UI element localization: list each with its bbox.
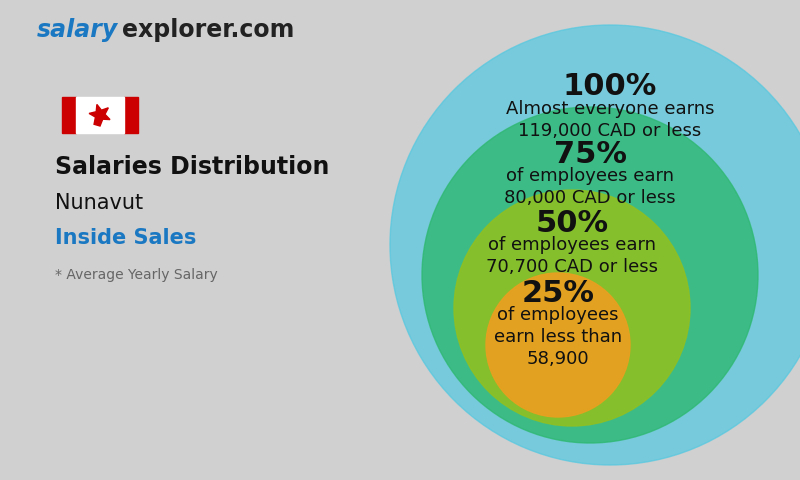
Text: 50%: 50% [535,208,609,238]
Text: of employees: of employees [498,306,618,324]
Text: Salaries Distribution: Salaries Distribution [55,155,330,179]
Text: 80,000 CAD or less: 80,000 CAD or less [504,189,676,207]
Text: Almost everyone earns: Almost everyone earns [506,100,714,118]
Circle shape [454,190,690,426]
Text: 100%: 100% [563,72,657,101]
Circle shape [486,273,630,417]
Circle shape [390,25,800,465]
Text: earn less than: earn less than [494,328,622,346]
Bar [76,97,124,133]
Text: of employees earn: of employees earn [488,236,656,254]
Text: 58,900: 58,900 [526,350,590,368]
Text: 25%: 25% [522,279,594,308]
Text: of employees earn: of employees earn [506,167,674,185]
Text: Nunavut: Nunavut [55,193,143,213]
Text: * Average Yearly Salary: * Average Yearly Salary [55,268,218,282]
Bar [124,97,138,133]
Text: 75%: 75% [554,140,626,168]
Text: 70,700 CAD or less: 70,700 CAD or less [486,258,658,276]
Polygon shape [89,105,110,126]
Circle shape [422,107,758,443]
Bar [62,97,76,133]
Text: 119,000 CAD or less: 119,000 CAD or less [518,121,702,140]
Text: explorer.com: explorer.com [122,18,294,42]
Text: Inside Sales: Inside Sales [55,228,196,248]
Text: salary: salary [37,18,118,42]
